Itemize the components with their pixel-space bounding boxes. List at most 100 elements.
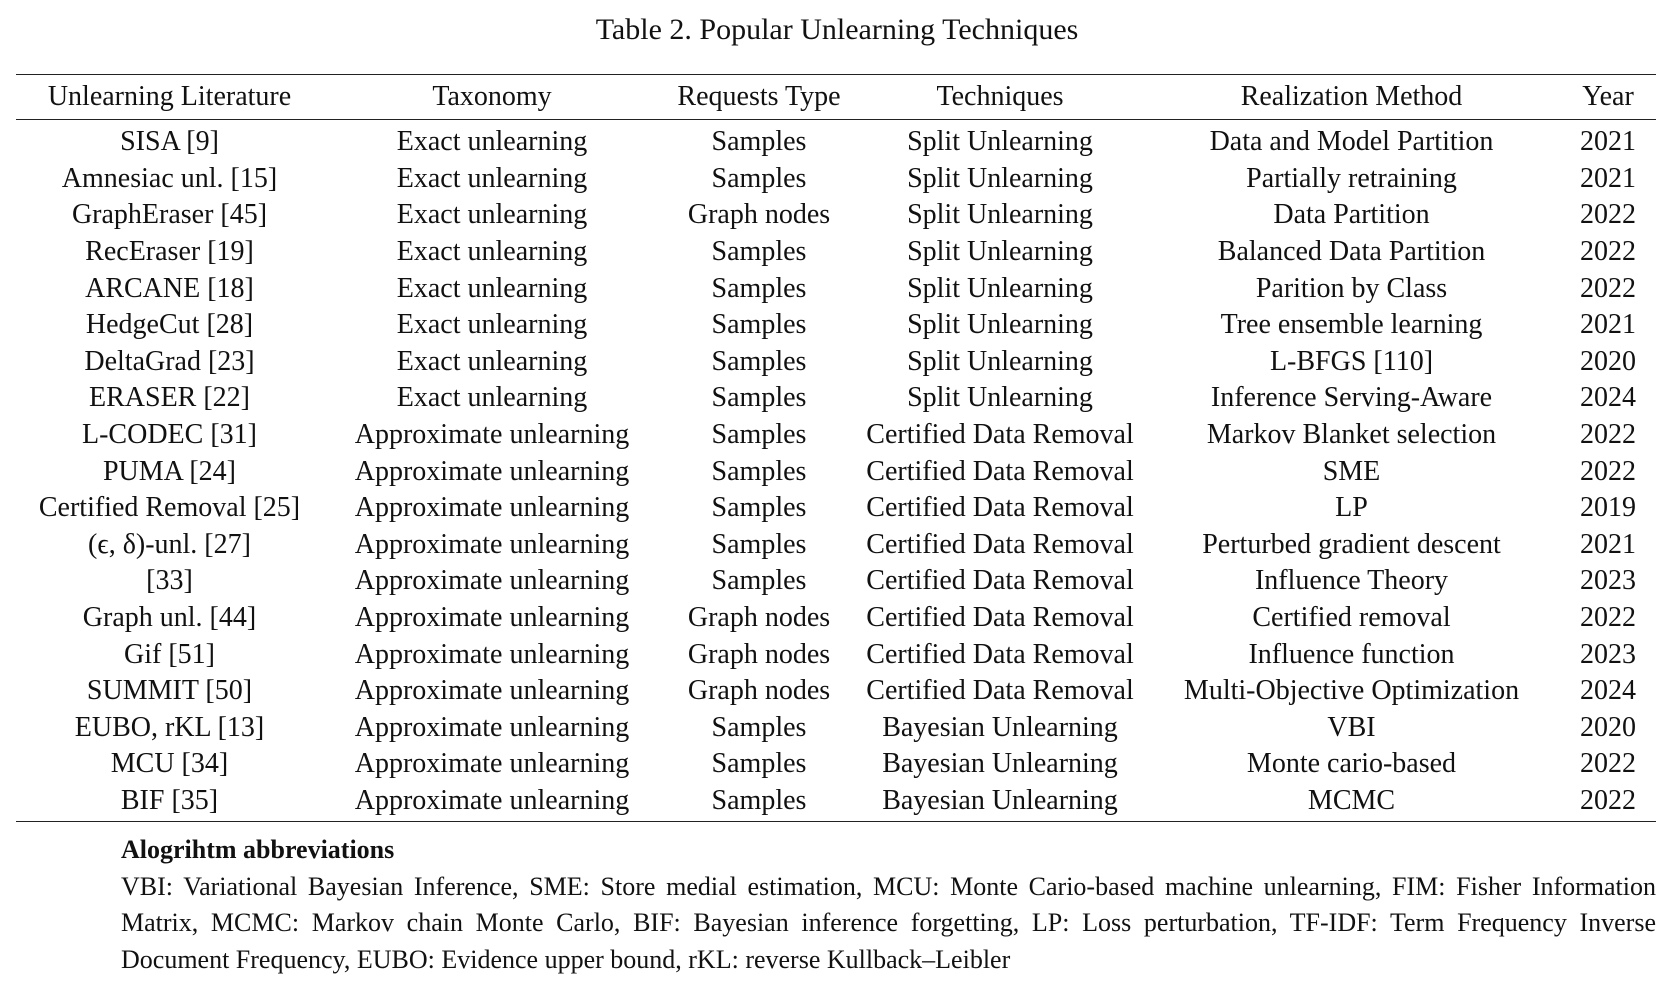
cell-literature: ARCANE [18]	[85, 272, 254, 304]
cell-requests-type: Samples	[711, 711, 807, 743]
cell-year: 2022	[1580, 419, 1636, 451]
cell-technique: Bayesian Unlearning	[882, 711, 1118, 743]
cell-literature: Gif [51]	[124, 638, 215, 670]
cell-year: 2023	[1580, 565, 1636, 597]
table-body: SISA [9] Exact unlearning Samples Split Unl…	[16, 120, 1656, 823]
cell-taxonomy: Approximate unlearning	[323, 782, 661, 823]
cell-technique: Split Unlearning	[907, 272, 1093, 304]
cell-realization-method: L-BFGS [110]	[1269, 345, 1434, 377]
cell-literature: Amnesiac unl. [15]	[61, 162, 278, 194]
header-unlearning-literature: Unlearning Literature	[16, 74, 323, 120]
table-row: Gif [51] Approximate unlearning Graph node…	[16, 636, 1656, 673]
table-row: Amnesiac unl. [15] Exact unlearning Sample…	[16, 161, 1656, 198]
cell-technique: Certified Data Removal	[866, 638, 1134, 670]
table-row: EUBO, rKL [13] Approximate unlearning Samp…	[16, 710, 1656, 747]
header-techniques: Techniques	[857, 74, 1143, 120]
cell-requests-type: Samples	[711, 272, 807, 304]
table-header: Unlearning Literature Taxonomy Requests …	[16, 74, 1656, 120]
cell-literature: GraphEraser [45]	[71, 199, 268, 231]
abbreviations-title: Alogrihtm abbreviations	[121, 835, 395, 864]
cell-technique: Split Unlearning	[907, 162, 1093, 194]
cell-technique: Split Unlearning	[907, 345, 1093, 377]
cell-taxonomy: Approximate unlearning	[354, 419, 630, 451]
abbreviations-note: Alogrihtm abbreviations VBI: Variational…	[121, 832, 1656, 978]
cell-technique: Bayesian Unlearning	[857, 782, 1143, 823]
cell-literature: RecEraser [19]	[85, 236, 254, 268]
cell-realization-method: Multi-Objective Optimization	[1183, 675, 1520, 707]
cell-year: 2021	[1580, 126, 1636, 158]
cell-realization-method: Perturbed gradient descent	[1202, 528, 1501, 560]
cell-realization-method: Partially retraining	[1246, 162, 1457, 194]
cell-realization-method: Data Partition	[1273, 199, 1430, 231]
cell-realization-method: Influence Theory	[1254, 565, 1449, 597]
cell-requests-type: Samples	[711, 565, 807, 597]
table-row: ARCANE [18] Exact unlearning Samples Split …	[16, 270, 1656, 307]
cell-year: 2022	[1560, 782, 1656, 823]
cell-taxonomy: Approximate unlearning	[354, 711, 630, 743]
cell-realization-method: Tree ensemble learning	[1220, 309, 1483, 341]
cell-literature: L-CODEC [31]	[82, 419, 257, 451]
cell-taxonomy: Approximate unlearning	[354, 528, 630, 560]
cell-taxonomy: Approximate unlearning	[354, 492, 630, 524]
cell-technique: Certified Data Removal	[866, 492, 1134, 524]
cell-taxonomy: Exact unlearning	[396, 382, 588, 414]
table-row: SISA [9] Exact unlearning Samples Split Unl…	[16, 120, 1656, 161]
cell-year: 2022	[1580, 455, 1636, 487]
cell-year: 2021	[1580, 309, 1636, 341]
table-container: Unlearning Literature Taxonomy Requests …	[16, 74, 1656, 823]
cell-realization-method: Influence function	[1248, 638, 1455, 670]
cell-realization-method: LP	[1335, 492, 1368, 524]
cell-requests-type: Samples	[711, 748, 807, 780]
header-row: Unlearning Literature Taxonomy Requests …	[16, 74, 1656, 120]
cell-taxonomy: Exact unlearning	[396, 309, 588, 341]
cell-realization-method: Data and Model Partition	[1209, 126, 1494, 158]
table-row: [33] Approximate unlearning Samples Certifi…	[16, 563, 1656, 600]
cell-taxonomy: Exact unlearning	[396, 236, 588, 268]
table-row: RecEraser [19] Exact unlearning Samples Spl…	[16, 234, 1656, 271]
cell-year: 2022	[1580, 748, 1636, 780]
table-row: GraphEraser [45] Exact unlearning Graph no…	[16, 197, 1656, 234]
cell-year: 2022	[1580, 602, 1636, 634]
cell-technique: Split Unlearning	[907, 309, 1093, 341]
cell-year: 2020	[1580, 711, 1636, 743]
cell-literature: SISA [9]	[120, 126, 219, 158]
header-realization-method: Realization Method	[1143, 74, 1560, 120]
cell-literature: EUBO, rKL [13]	[74, 711, 265, 743]
cell-year: 2023	[1580, 638, 1636, 670]
cell-realization-method: Inference Serving-Aware	[1210, 382, 1493, 414]
cell-requests-type: Graph nodes	[687, 602, 831, 634]
cell-requests-type: Samples	[711, 492, 807, 524]
cell-taxonomy: Exact unlearning	[396, 126, 588, 158]
cell-technique: Certified Data Removal	[866, 455, 1134, 487]
cell-taxonomy: Approximate unlearning	[354, 602, 630, 634]
cell-taxonomy: Exact unlearning	[396, 162, 588, 194]
cell-literature: DeltaGrad [23]	[84, 345, 255, 377]
cell-requests-type: Samples	[711, 382, 807, 414]
cell-literature: MCU [34]	[110, 748, 229, 780]
table-row: (ϵ, δ)-unl. [27] Approximate unlearning Sa…	[16, 527, 1656, 564]
cell-requests-type: Graph nodes	[687, 638, 831, 670]
table-caption: Table 2. Popular Unlearning Techniques	[595, 13, 1079, 46]
table-row: PUMA [24] Approximate unlearning Samples Ce…	[16, 453, 1656, 490]
cell-year: 2024	[1580, 675, 1636, 707]
cell-realization-method: Parition by Class	[1255, 272, 1448, 304]
cell-technique: Split Unlearning	[907, 382, 1093, 414]
cell-requests-type: Samples	[711, 455, 807, 487]
cell-taxonomy: Approximate unlearning	[354, 675, 630, 707]
cell-literature: Graph unl. [44]	[82, 602, 257, 634]
cell-taxonomy: Exact unlearning	[396, 345, 588, 377]
cell-year: 2022	[1580, 236, 1636, 268]
header-requests-type: Requests Type	[661, 74, 857, 120]
cell-taxonomy: Approximate unlearning	[354, 455, 630, 487]
cell-requests-type: Graph nodes	[687, 199, 831, 231]
cell-year: 2022	[1580, 272, 1636, 304]
cell-requests-type: Samples	[711, 419, 807, 451]
cell-technique: Certified Data Removal	[866, 419, 1134, 451]
cell-taxonomy: Approximate unlearning	[354, 748, 630, 780]
table-row: Certified Removal [25] Approximate unlear…	[16, 490, 1656, 527]
cell-realization-method: SME	[1322, 455, 1381, 487]
cell-requests-type: Samples	[711, 345, 807, 377]
cell-technique: Split Unlearning	[907, 126, 1093, 158]
unlearning-techniques-table: Unlearning Literature Taxonomy Requests …	[16, 74, 1656, 823]
